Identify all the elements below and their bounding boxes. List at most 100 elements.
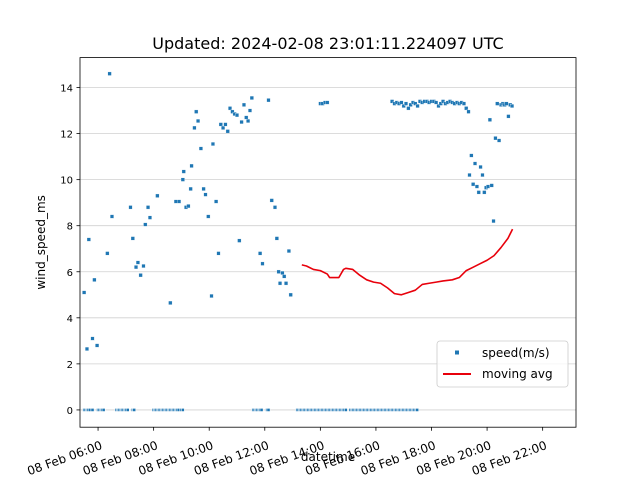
speed-point (237, 238, 242, 243)
speed-point (209, 293, 214, 298)
speed-point (390, 99, 395, 104)
speed-point-zero (343, 408, 348, 412)
y-tick-label: 14 (60, 84, 73, 95)
x-axis-label: datetime (301, 450, 355, 464)
speed-point (260, 261, 265, 266)
y-tick-label: 2 (67, 360, 73, 371)
speed-point (86, 237, 91, 242)
y-tick-label: 8 (67, 222, 73, 233)
speed-point (173, 199, 178, 204)
speed-point (408, 102, 413, 107)
speed-point (230, 109, 235, 114)
speed-point-zero (132, 408, 137, 412)
speed-point (274, 236, 279, 241)
legend-marker-speed (455, 350, 459, 355)
speed-point (246, 118, 251, 123)
speed-point (506, 114, 511, 119)
speed-point (196, 118, 201, 123)
speed-point (406, 106, 411, 111)
speed-point (266, 98, 271, 103)
speed-point (469, 153, 474, 158)
speed-point (282, 274, 287, 279)
speed-point (413, 101, 418, 106)
legend-label-speed: speed(m/s) (482, 346, 550, 360)
speed-point (181, 169, 186, 174)
legend-label-moving-avg: moving avg (482, 367, 553, 381)
y-tick-label: 10 (60, 176, 73, 187)
speed-point (473, 161, 477, 166)
speed-point (280, 270, 285, 275)
speed-point (471, 182, 476, 187)
speed-point (110, 214, 114, 219)
y-tick-label: 6 (67, 268, 73, 279)
speed-point-zero (415, 408, 420, 412)
y-tick-label: 4 (67, 314, 73, 325)
speed-point (487, 117, 492, 122)
speed-point (141, 264, 146, 268)
speed-point (235, 113, 239, 118)
speed-point (273, 205, 277, 210)
speed-point (325, 100, 330, 105)
speed-point-zero (266, 408, 271, 412)
speed-point (130, 236, 135, 241)
speed-scatter-series (82, 71, 515, 351)
speed-point (198, 146, 203, 151)
y-tick-label: 0 (67, 406, 73, 417)
speed-point (276, 269, 281, 274)
speed-point (192, 125, 197, 130)
speed-point (248, 108, 252, 113)
speed-point (476, 190, 481, 195)
speed-point (244, 115, 249, 120)
speed-point (434, 100, 439, 105)
speed-point (466, 109, 471, 114)
speed-point (228, 106, 233, 111)
speed-point-zero (101, 408, 106, 412)
speed-point (105, 251, 110, 256)
speed-point (143, 222, 148, 227)
speed-point (107, 71, 112, 76)
speed-point (399, 100, 404, 105)
zero-speed-points (82, 408, 420, 412)
speed-point (203, 192, 208, 197)
speed-point (480, 173, 485, 177)
speed-point (155, 193, 160, 198)
speed-point (241, 102, 246, 107)
speed-point (415, 104, 420, 108)
speed-point (467, 173, 472, 177)
y-axis-label: wind_speed_ms (34, 195, 48, 290)
speed-point (438, 101, 443, 106)
speed-point (278, 281, 283, 286)
speed-point (258, 251, 263, 256)
speed-point (249, 95, 254, 100)
speed-point (146, 205, 151, 210)
speed-point (493, 136, 498, 141)
speed-point (504, 101, 509, 106)
speed-point (128, 205, 133, 210)
plot-area-frame (79, 57, 577, 428)
speed-point (138, 273, 143, 278)
speed-point (135, 260, 140, 265)
speed-point-zero (180, 408, 185, 412)
speed-point (168, 300, 173, 305)
speed-point (225, 129, 230, 134)
speed-point (189, 163, 194, 168)
speed-point (216, 251, 221, 256)
speed-point (491, 219, 496, 224)
speed-point (482, 190, 487, 195)
speed-point (201, 186, 206, 191)
speed-point (95, 343, 100, 348)
speed-point (489, 183, 494, 188)
speed-point (284, 281, 289, 286)
speed-point (194, 109, 199, 114)
speed-point (239, 120, 244, 125)
gridlines (80, 87, 576, 411)
speed-point (464, 106, 469, 111)
speed-point (214, 199, 219, 204)
speed-point (221, 125, 226, 130)
y-axis-ticks: 0 2 4 6 8 10 12 14 (60, 84, 80, 417)
speed-point (478, 165, 483, 169)
speed-point (177, 199, 182, 204)
speed-point (90, 336, 95, 341)
speed-point (188, 186, 193, 191)
